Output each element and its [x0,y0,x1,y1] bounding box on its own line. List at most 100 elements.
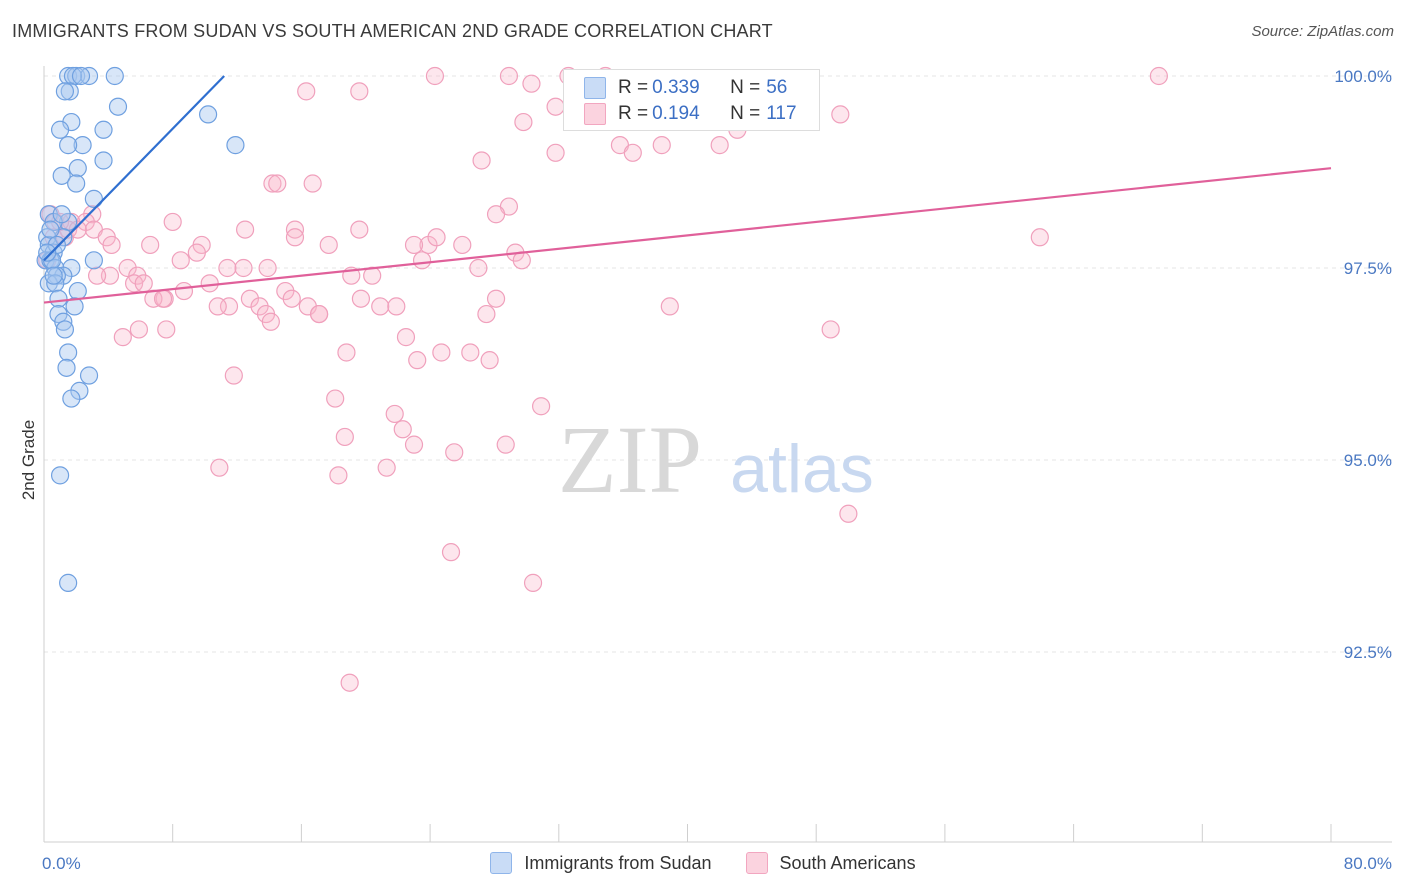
y-tick-label: 95.0% [1344,451,1392,470]
point-immigrants-from-sudan [36,251,55,270]
point-south-americans [124,274,144,293]
point-south-americans [461,343,480,362]
point-south-americans [235,220,255,239]
series-legend: Immigrants from Sudan South Americans [0,852,1406,874]
point-south-americans [261,312,280,331]
y-tick-label: 100.0% [1334,67,1392,86]
r-value: 0.339 [652,77,700,98]
r-value: 0.194 [652,103,700,124]
point-immigrants-from-sudan [68,159,87,178]
point-south-americans [371,297,390,316]
point-south-americans [337,343,356,362]
x-tick-label: 80.0% [1344,854,1392,873]
point-immigrants-from-sudan [71,66,91,86]
point-south-americans [363,266,382,285]
point-south-americans [432,343,451,362]
point-south-americans [393,420,412,439]
point-south-americans [163,212,182,232]
chart-title: IMMIGRANTS FROM SUDAN VS SOUTH AMERICAN … [12,21,773,41]
point-immigrants-from-sudan [84,251,103,270]
axes [43,66,1392,843]
point-south-americans [218,258,237,278]
point-south-americans [258,258,277,278]
point-south-americans [129,320,149,339]
point-south-americans [326,389,345,408]
point-immigrants-from-sudan [226,136,245,155]
point-south-americans [385,404,404,424]
point-south-americans [340,673,359,692]
point-south-americans [285,220,305,239]
x-tick-label: 0.0% [42,854,81,873]
point-immigrants-from-sudan [108,97,128,116]
y-tick-label: 97.5% [1344,259,1392,278]
point-south-americans [350,82,369,101]
point-south-americans [134,274,153,293]
legend-label-south-americans: South Americans [779,852,916,873]
series-immigrants-from-sudan [36,66,245,592]
point-immigrants-from-sudan [60,82,79,101]
point-south-americans [652,136,671,155]
legend-item-sudan[interactable]: Immigrants from Sudan [490,852,712,874]
point-south-americans [412,251,432,270]
point-immigrants-from-sudan [54,312,73,331]
point-immigrants-from-sudan [59,573,78,592]
legend-swatch-sudan [490,852,513,874]
legend-item-south-americans[interactable]: South Americans [745,852,916,874]
point-immigrants-from-sudan [55,82,75,101]
point-south-americans [1030,228,1049,247]
point-immigrants-from-sudan [52,205,71,224]
point-immigrants-from-sudan [65,297,84,316]
point-south-americans [351,289,371,308]
point-south-americans [472,151,491,170]
point-south-americans [171,251,190,270]
point-immigrants-from-sudan [73,136,92,155]
point-immigrants-from-sudan [198,105,218,124]
grid-lines [44,75,1392,653]
point-south-americans [224,366,243,385]
legend-swatch-sudan [584,77,606,99]
point-south-americans [499,66,519,86]
point-south-americans [1149,66,1168,86]
point-south-americans [387,297,406,316]
point-south-americans [141,235,160,255]
point-south-americans [187,243,206,262]
point-immigrants-from-sudan [59,136,78,155]
point-south-americans [496,435,515,454]
point-south-americans [335,427,354,447]
point-south-americans [285,228,305,247]
trend-line-south-americans [43,167,1332,304]
point-south-americans [427,228,446,247]
point-south-americans [102,235,121,255]
point-immigrants-from-sudan [46,274,65,293]
point-south-americans [441,543,461,562]
point-south-americans [319,235,338,255]
y-axis-label: 2nd Grade [19,420,38,500]
point-immigrants-from-sudan [105,66,124,86]
point-south-americans [623,143,642,162]
point-south-americans [486,205,506,224]
point-south-americans [532,397,551,416]
n-label: N = [730,103,761,124]
point-immigrants-from-sudan [68,281,87,301]
point-south-americans [660,297,679,316]
n-label: N = [730,77,761,98]
point-south-americans [210,458,229,477]
point-south-americans [282,289,301,308]
watermark: ZIP atlas [558,406,874,513]
point-south-americans [68,220,87,239]
point-south-americans [200,274,219,293]
point-south-americans [831,105,850,124]
point-immigrants-from-sudan [49,289,68,308]
point-immigrants-from-sudan [52,166,71,185]
point-south-americans [100,266,120,285]
point-south-americans [329,466,348,485]
trend-lines [43,75,1332,304]
point-south-americans [157,320,176,339]
point-south-americans [268,174,287,193]
point-immigrants-from-sudan [47,235,66,255]
series-south-americans [38,66,1168,692]
legend-label-sudan: Immigrants from Sudan [524,852,712,873]
point-south-americans [87,266,107,285]
point-south-americans [522,74,541,93]
